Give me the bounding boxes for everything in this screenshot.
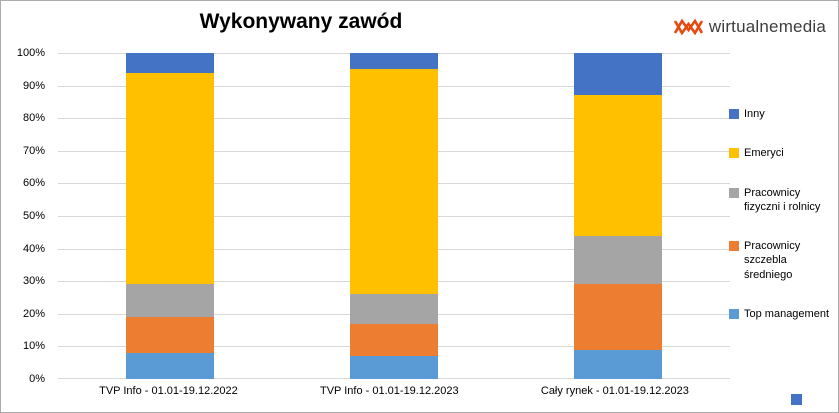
x-axis-label: TVP Info - 01.01-19.12.2023 xyxy=(320,385,459,397)
y-tick-label: 70% xyxy=(22,144,45,157)
y-tick-label: 90% xyxy=(22,79,45,92)
brand-logo: wirtualnemedia xyxy=(673,17,826,37)
bar-segment xyxy=(350,69,438,295)
y-tick-label: 60% xyxy=(22,177,45,190)
legend-item: Pracownicy fizyczni i rolnicy xyxy=(729,186,832,215)
stacked-bar xyxy=(574,53,662,379)
legend: Inny Emeryci Pracownicy fizyczni i rolnicy… xyxy=(729,107,832,321)
bar-segment xyxy=(126,284,214,318)
legend-swatch xyxy=(729,148,739,159)
x-axis: TVP Info - 01.01-19.12.2022 TVP Info - 01… xyxy=(58,385,730,397)
bar-segment xyxy=(350,356,438,379)
y-tick-label: 100% xyxy=(16,47,45,59)
bars-container xyxy=(58,53,730,379)
y-tick-label: 10% xyxy=(22,340,45,353)
legend-item: Inny xyxy=(729,107,832,121)
legend-item: Emeryci xyxy=(729,146,832,160)
x-axis-label: Cały rynek - 01.01-19.12.2023 xyxy=(540,385,689,397)
bar-segment xyxy=(350,53,438,70)
bar-segment xyxy=(574,284,662,350)
bar-segment xyxy=(126,72,214,285)
stacked-bar xyxy=(126,53,214,379)
legend-swatch xyxy=(729,187,739,198)
bar-segment xyxy=(126,317,214,353)
plot-area xyxy=(58,53,730,379)
y-tick-label: 40% xyxy=(22,242,45,255)
legend-swatch xyxy=(729,309,739,320)
legend-swatch xyxy=(729,241,739,252)
x-axis-label: TVP Info - 01.01-19.12.2022 xyxy=(99,385,238,397)
bar-segment xyxy=(350,323,438,357)
legend-swatch xyxy=(729,109,739,119)
wirtualnemedia-icon xyxy=(673,18,703,36)
y-tick-label: 80% xyxy=(22,112,45,125)
y-tick-label: 0% xyxy=(29,373,45,385)
legend-label: Top management xyxy=(744,308,829,321)
y-tick-label: 20% xyxy=(22,307,45,320)
brand-name: wirtualnemedia xyxy=(708,17,826,36)
legend-label: Emeryci xyxy=(744,147,784,160)
bar-segment xyxy=(126,352,214,379)
legend-item: Pracownicy szczebla średniego xyxy=(729,239,832,282)
bar-segment xyxy=(574,53,662,96)
legend-label: Inny xyxy=(744,108,765,120)
legend-label: Pracownicy szczebla średniego xyxy=(744,240,801,281)
bar-segment xyxy=(574,235,662,285)
bar-segment xyxy=(574,95,662,236)
bar-segment xyxy=(574,349,662,379)
y-axis: 100% 90% 80% 70% 60% 50% 40% 30% 20% 10% 0% xyxy=(1,47,53,385)
corner-marker xyxy=(791,394,802,405)
y-tick-label: 30% xyxy=(22,275,45,288)
stacked-bar xyxy=(350,53,438,379)
bar-segment xyxy=(350,294,438,324)
chart-title: Wykonywany zawód xyxy=(199,10,403,33)
legend-item: Top management xyxy=(729,307,832,321)
y-tick-label: 50% xyxy=(22,210,45,222)
bar-segment xyxy=(126,53,214,73)
legend-label: Pracownicy fizyczni i rolnicy xyxy=(744,186,821,213)
